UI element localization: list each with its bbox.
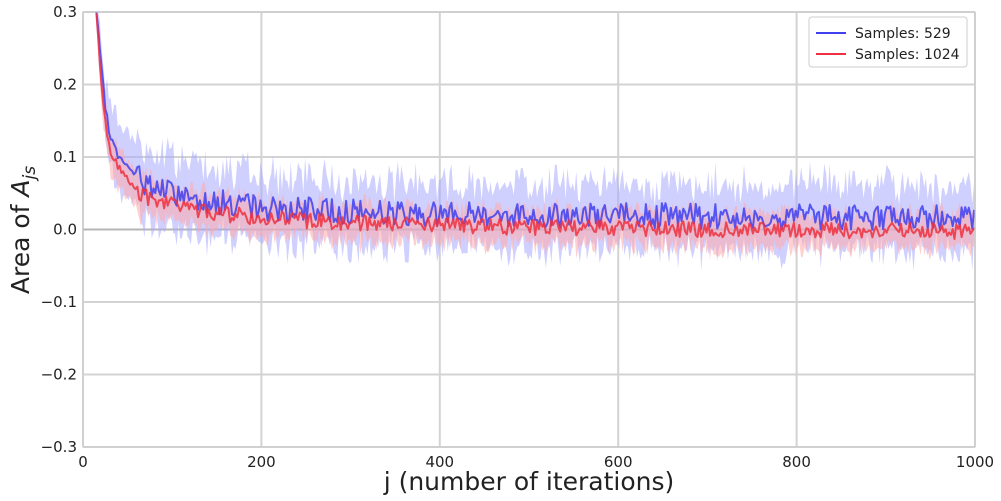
legend: Samples: 529 Samples: 1024 [808, 16, 968, 68]
x-tick-label: 600 [604, 453, 633, 471]
y-tick-label: −0.1 [41, 293, 77, 311]
legend-label-529: Samples: 529 [855, 26, 951, 42]
x-tick-label: 200 [247, 453, 276, 471]
x-tick-label: 1000 [956, 453, 994, 471]
series-lines [95, 11, 976, 240]
x-tick-label: 400 [425, 453, 454, 471]
confidence-bands [96, 12, 975, 271]
y-tick-label: 0.3 [53, 3, 77, 21]
plot-frame [82, 11, 976, 448]
y-tick-label: 0.0 [53, 221, 77, 239]
x-tick-label: 800 [782, 453, 811, 471]
y-tick-label: 0.2 [53, 76, 77, 94]
series-line-1 [95, 13, 975, 240]
series-line-0 [95, 11, 976, 231]
confidence-band-1 [96, 12, 975, 261]
x-axis-ticks: 0 200 400 600 800 1000 [78, 453, 994, 471]
legend-box [808, 16, 968, 68]
y-tick-label: −0.3 [41, 438, 77, 456]
legend-label-1024: Samples: 1024 [855, 47, 960, 63]
y-tick-label: −0.2 [41, 366, 77, 384]
y-tick-label: 0.1 [53, 148, 77, 166]
x-tick-label: 0 [78, 453, 88, 471]
y-axis-label-prefix: Area of [6, 197, 35, 295]
y-axis-ticks: −0.3 −0.2 −0.1 0.0 0.1 0.2 0.3 [41, 3, 77, 456]
y-axis-label-subscript: js [20, 166, 40, 182]
x-axis-label: j (number of iterations) [383, 467, 675, 496]
y-axis-label-symbol: A [6, 179, 35, 198]
confidence-band-0 [96, 12, 975, 271]
y-axis-label: Area of Ajs [6, 166, 40, 294]
